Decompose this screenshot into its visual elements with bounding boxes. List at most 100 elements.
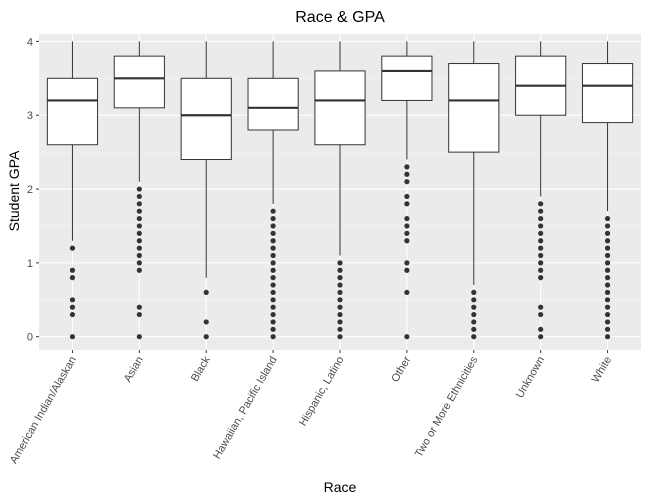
x-axis-title: Race: [324, 479, 357, 495]
box-group: [314, 41, 366, 340]
outlier-point: [270, 230, 276, 236]
outlier-point: [270, 311, 276, 318]
outlier-point: [538, 260, 544, 266]
box-group: [381, 41, 433, 340]
outlier-point: [270, 334, 276, 340]
outlier-point: [136, 334, 142, 340]
outlier-point: [538, 311, 544, 318]
y-tick-label: 1: [27, 258, 33, 270]
x-tick-label: Unknown: [514, 355, 547, 401]
outlier-point: [337, 297, 343, 303]
boxplot-series: [46, 41, 634, 340]
outlier-point: [604, 267, 611, 273]
outlier-point: [604, 230, 611, 236]
box-group: [581, 41, 634, 340]
outlier-point: [337, 326, 343, 332]
outlier-point: [270, 267, 276, 273]
chart-title: Race & GPA: [295, 9, 385, 26]
outlier-point: [270, 215, 276, 222]
outlier-point: [538, 267, 544, 273]
outlier-point: [471, 326, 477, 332]
outlier-point: [270, 319, 276, 325]
outlier-point: [270, 282, 276, 288]
outlier-point: [604, 297, 611, 303]
outlier-point: [604, 311, 611, 318]
outlier-point: [604, 275, 611, 281]
outlier-point: [538, 334, 544, 340]
x-tick-label: Black: [189, 354, 213, 384]
outlier-point: [136, 215, 142, 222]
outlier-point: [404, 334, 410, 340]
box-group: [448, 41, 500, 340]
outlier-point: [604, 326, 611, 332]
outlier-point: [136, 193, 142, 200]
outlier-point: [337, 275, 343, 281]
outlier-point: [270, 304, 276, 310]
outlier-point: [270, 275, 276, 281]
outlier-point: [604, 282, 611, 288]
outlier-point: [471, 304, 477, 310]
x-tick-label: Hawaiian, Pacific Island: [211, 355, 279, 462]
y-tick-label: 2: [27, 184, 33, 196]
outlier-point: [538, 252, 544, 259]
outlier-point: [404, 201, 410, 207]
outlier-point: [538, 208, 544, 214]
outlier-point: [136, 304, 142, 310]
outlier-point: [604, 245, 611, 251]
box-group: [113, 41, 165, 340]
outlier-point: [604, 215, 611, 222]
outlier-point: [136, 267, 142, 273]
box-iqr: [113, 55, 165, 109]
outlier-point: [270, 326, 276, 332]
outlier-point: [404, 238, 410, 244]
y-tick-label: 0: [27, 332, 33, 344]
outlier-point: [337, 260, 343, 266]
outlier-point: [404, 215, 410, 222]
y-tick-label: 4: [27, 36, 33, 48]
box-iqr: [314, 70, 366, 146]
outlier-point: [604, 289, 611, 296]
outlier-point: [337, 304, 343, 310]
outlier-point: [136, 252, 142, 259]
box-group: [515, 41, 567, 340]
box-group: [180, 41, 232, 340]
outlier-point: [538, 201, 544, 207]
y-axis: 0 1 2 3 4: [27, 36, 39, 344]
outlier-point: [471, 297, 477, 303]
outlier-point: [69, 245, 76, 251]
outlier-point: [404, 179, 410, 185]
outlier-point: [337, 334, 343, 340]
outlier-point: [404, 171, 410, 177]
outlier-point: [471, 319, 477, 325]
box-iqr: [247, 77, 299, 131]
outlier-point: [471, 289, 477, 296]
outlier-point: [471, 334, 477, 340]
box-group: [247, 41, 299, 340]
x-axis: American Indian/Alaskan Asian BlackHawaiia…: [8, 350, 614, 466]
outlier-point: [538, 275, 544, 281]
outlier-point: [538, 304, 544, 310]
outlier-point: [538, 245, 544, 251]
box-iqr: [180, 77, 232, 161]
outlier-point: [538, 230, 544, 236]
outlier-point: [136, 238, 142, 244]
box-iqr: [581, 63, 634, 124]
x-tick-label: Other: [389, 354, 413, 384]
outlier-point: [404, 223, 410, 229]
outlier-point: [136, 223, 142, 229]
outlier-point: [404, 164, 410, 170]
outlier-point: [69, 297, 76, 303]
outlier-point: [337, 319, 343, 325]
outlier-point: [604, 334, 611, 340]
outlier-point: [538, 238, 544, 244]
y-axis-title: Student GPA: [6, 150, 22, 231]
outlier-point: [136, 260, 142, 266]
box-iqr: [448, 63, 500, 153]
outlier-point: [337, 289, 343, 296]
outlier-point: [136, 311, 142, 318]
outlier-point: [270, 297, 276, 303]
outlier-point: [337, 267, 343, 273]
outlier-point: [270, 289, 276, 296]
outlier-point: [270, 260, 276, 266]
